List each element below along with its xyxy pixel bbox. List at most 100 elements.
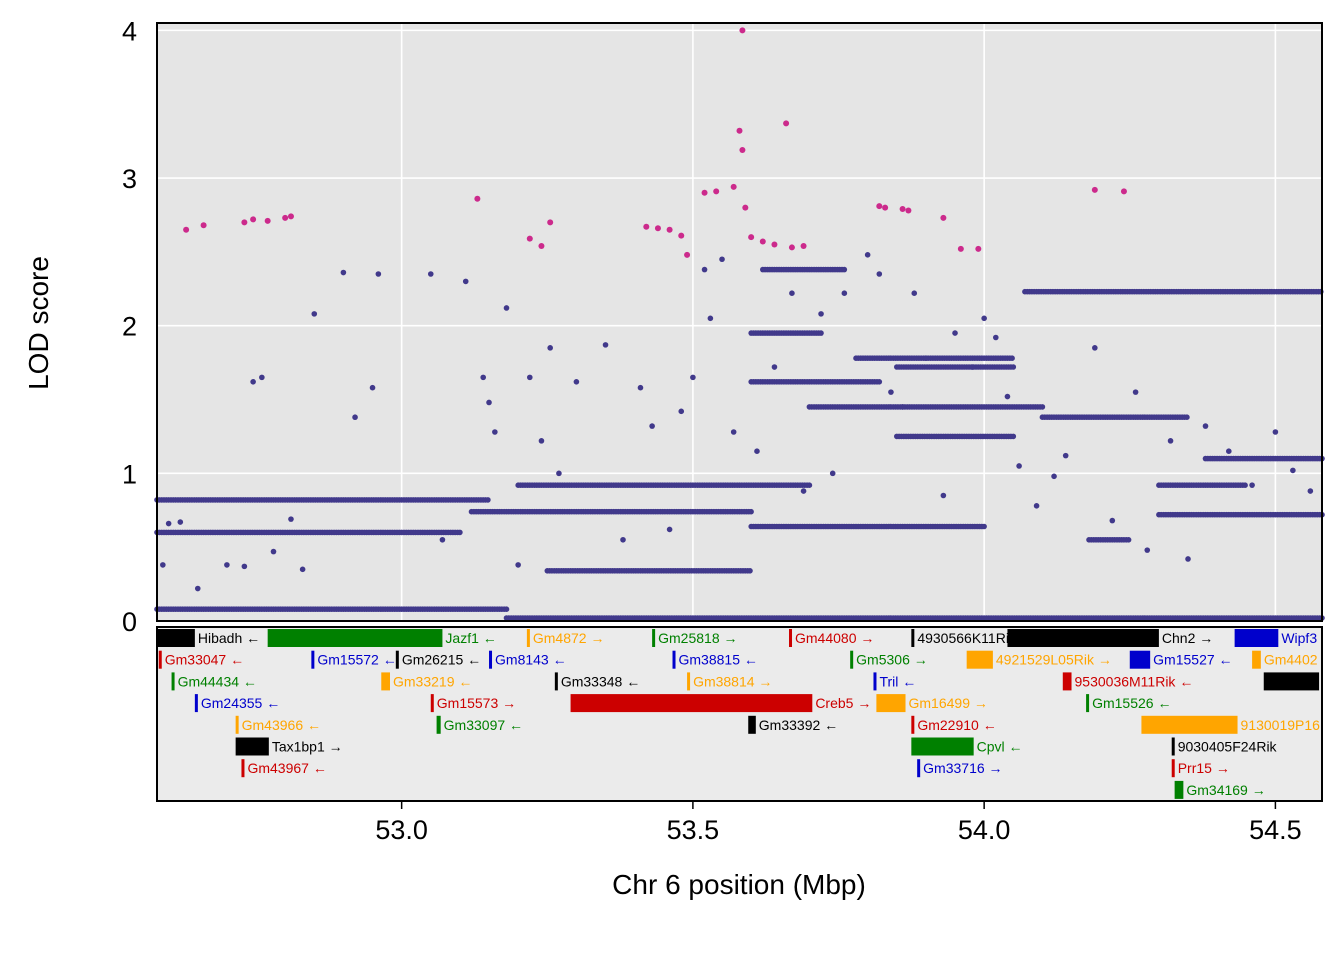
y-tick-label: 4 (122, 16, 137, 46)
data-point (981, 523, 987, 530)
gene-feature (235, 715, 239, 734)
highlight-point (736, 127, 743, 134)
gene-label: Gm8143 ← (495, 652, 567, 668)
gene-feature (554, 672, 558, 691)
highlight-point (771, 241, 778, 248)
y-tick-label: 2 (122, 312, 137, 342)
gene-label: Gm15572 ← (317, 652, 396, 668)
gene-label: Gm5306 → (856, 652, 928, 668)
data-point (940, 492, 947, 499)
x-tick-label: 53.5 (667, 815, 720, 845)
data-point (492, 429, 498, 435)
gene-label: Gm16499 → (909, 695, 988, 711)
highlight-point (250, 216, 257, 223)
highlight-point (547, 219, 554, 226)
data-point (1226, 448, 1232, 454)
highlight-point (678, 232, 685, 239)
data-point (547, 345, 553, 351)
gene-label: Gm43966 ← (242, 717, 321, 733)
data-point (573, 379, 580, 385)
data-point (515, 562, 521, 568)
data-point (1202, 423, 1209, 429)
data-point (690, 374, 696, 381)
gene-label: Cpvl ← (977, 739, 1023, 755)
highlight-point (975, 245, 982, 252)
highlight-point (713, 188, 720, 195)
data-point (1242, 482, 1248, 489)
gene-feature (748, 715, 756, 734)
gene-label: Gm44080 → (795, 630, 874, 646)
gene-label: 4921529L05Rik → (996, 652, 1112, 668)
gene-track-panel: Hibadh ← Jazf1 ← Gm4872 → Gm25818 → Gm44080 … (156, 626, 1323, 802)
highlight-point (1120, 188, 1127, 195)
gene-feature (1171, 737, 1175, 756)
data-point (707, 315, 714, 322)
gene-label: Gm25818 → (658, 630, 737, 646)
highlight-point (759, 238, 766, 245)
gene-feature (526, 629, 530, 647)
gene-label: Tril ← (879, 673, 916, 689)
gene-feature (267, 629, 443, 647)
gene-feature (194, 694, 198, 713)
data-point (701, 266, 708, 273)
gene-label: Gm22910 ← (917, 717, 996, 733)
data-point (800, 488, 807, 494)
data-point (993, 334, 999, 341)
x-axis-label: Chr 6 position (Mbp) (612, 869, 866, 900)
data-point (1185, 556, 1191, 562)
gene-label: Gm24355 ← (201, 695, 280, 711)
gene-label: Gm4402 (1264, 652, 1318, 668)
gene-label: Tax1bp1 → (272, 739, 343, 755)
highlight-point (287, 213, 294, 220)
gene-label: Gm33047 ← (165, 652, 244, 668)
gene-feature (652, 629, 656, 647)
highlight-point (730, 183, 737, 190)
gene-track-background (157, 627, 1322, 801)
data-point (1009, 355, 1015, 362)
data-point (829, 470, 836, 477)
gene-label: Gm34169 → (1186, 782, 1265, 798)
gene-feature (430, 694, 434, 713)
highlight-point (183, 226, 190, 233)
gene-feature (876, 694, 906, 713)
y-tick-label: 1 (122, 459, 137, 489)
highlight-point (282, 214, 289, 221)
gene-label: 9030405F24Rik (1178, 739, 1278, 755)
data-point (952, 330, 958, 336)
highlight-point (684, 251, 691, 258)
gene-label: Gm33348 ← (561, 673, 640, 689)
gene-feature (789, 629, 793, 647)
gene-feature (311, 650, 315, 669)
highlight-point (739, 146, 746, 153)
data-point (806, 482, 813, 489)
data-point (620, 536, 626, 543)
highlight-point (783, 120, 790, 127)
data-point (224, 562, 230, 568)
data-point (1033, 503, 1040, 509)
data-point (165, 520, 172, 527)
data-point (288, 516, 294, 522)
gene-label: Chn2 → (1162, 630, 1213, 646)
lod-points (154, 27, 1325, 621)
highlight-point (526, 235, 533, 242)
data-point (981, 315, 987, 322)
data-point (888, 389, 894, 395)
x-axis-ticks: 53.0 53.5 54.0 54.5 (375, 801, 1302, 845)
y-axis-ticks: 0 1 2 3 4 (122, 16, 137, 637)
highlight-point (800, 242, 807, 249)
lod-plot-panel (154, 22, 1325, 622)
data-point (1249, 482, 1255, 488)
gene-feature (672, 650, 676, 669)
gene-label: Wipf3 (1281, 630, 1317, 646)
data-point (1125, 537, 1132, 543)
gene-label: Gm33392 ← (759, 717, 838, 733)
highlight-point (643, 223, 650, 230)
data-point (1290, 467, 1296, 474)
gene-list: Hibadh ← Jazf1 ← Gm4872 → Gm25818 → Gm44080 … (157, 629, 1320, 799)
data-point (1109, 517, 1116, 524)
data-point (818, 311, 824, 317)
highlight-point (882, 204, 889, 211)
highlight-point (241, 219, 248, 226)
gene-label: Gm38814 → (693, 673, 772, 689)
